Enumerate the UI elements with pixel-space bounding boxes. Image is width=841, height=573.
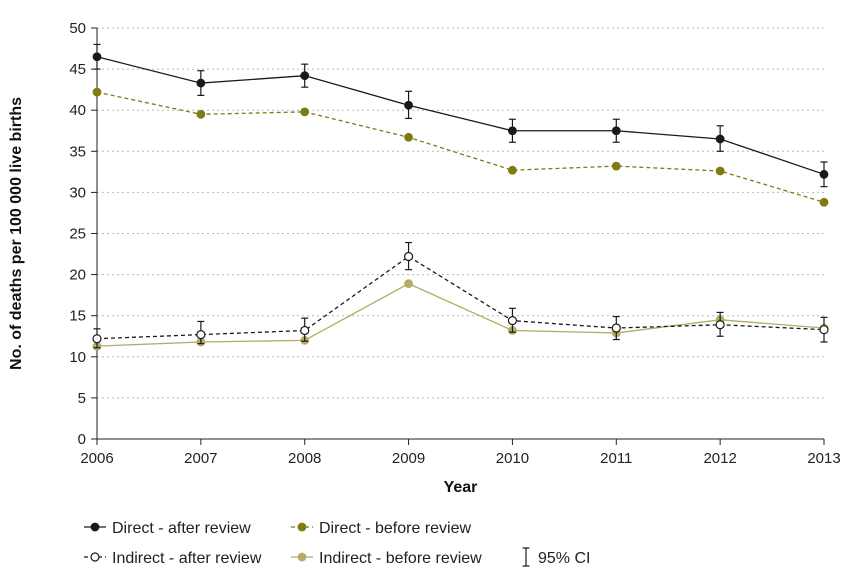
series-line [96,282,825,347]
ci-legend-label: 95% CI [538,550,590,567]
data-point [92,334,102,344]
legend-item-ci: 95% CI [522,547,590,567]
data-point [819,169,829,179]
y-tick-label: 30 [69,184,86,201]
legend-swatch-marker [297,552,307,562]
y-tick-label: 0 [78,431,86,448]
data-point [715,134,725,144]
series-indirect-after-review [92,241,829,349]
y-tick-label: 50 [69,20,86,37]
data-point [196,330,206,340]
data-point [300,325,310,336]
x-tick-label: 2012 [703,450,736,467]
data-point [196,78,206,88]
y-tick-label: 35 [69,143,86,160]
legend-label: Indirect - after review [112,550,262,567]
x-tick-label: 2011 [600,450,632,467]
legend-item: Direct - after review [84,520,251,537]
series-indirect-before-review [92,279,829,351]
y-tick-label: 5 [78,390,86,407]
series-line [96,56,825,175]
data-point [819,325,829,335]
y-tick-label: 10 [69,349,86,366]
data-point [715,166,725,176]
data-point [507,316,518,326]
x-tick-label: 2009 [392,450,425,467]
x-tick-label: 2013 [807,450,840,467]
series-direct-before-review [92,87,829,207]
data-point [300,71,310,81]
legend-swatch-marker [90,522,100,532]
data-point [715,320,725,330]
data-point [300,107,310,117]
legend-swatch-marker [297,522,307,532]
data-point [92,87,102,97]
series-direct-after-review [92,43,829,188]
gridlines [97,27,824,399]
legend-swatch-marker [90,552,100,562]
legend-item: Indirect - before review [291,550,482,567]
y-tick-label: 15 [69,308,86,325]
data-point [404,279,413,289]
legend: Direct - after review Direct - before rev… [84,520,590,567]
data-point [819,197,829,207]
data-point [404,132,413,142]
y-tick-label: 25 [69,226,86,243]
data-point [403,251,414,262]
axes: 0 5 10 15 20 25 30 35 40 45 50 2006 2007 2008 2009 2010… [69,20,840,467]
data-point [611,161,621,171]
data-point [404,100,413,110]
data-point [611,126,621,136]
x-tick-label: 2007 [184,450,217,467]
legend-item: Direct - before review [291,520,471,537]
data-point [196,109,206,119]
x-tick-label: 2006 [80,450,113,467]
legend-label: Indirect - before review [319,550,482,567]
data-point [508,165,517,175]
legend-label: Direct - before review [319,520,471,537]
series [92,43,829,351]
y-tick-label: 45 [69,61,86,78]
x-axis-title: Year [444,479,478,496]
series-line [96,91,825,203]
y-tick-label: 40 [69,102,86,119]
data-point [508,126,517,136]
y-axis-title: No. of deaths per 100 000 live births [8,97,25,370]
y-tick-label: 20 [69,267,86,284]
data-point [611,323,621,333]
legend-item: Indirect - after review [84,550,262,567]
data-point [92,52,102,62]
series-line [96,255,825,340]
x-tick-label: 2010 [496,450,529,467]
x-tick-label: 2008 [288,450,321,467]
legend-label: Direct - after review [112,520,251,537]
